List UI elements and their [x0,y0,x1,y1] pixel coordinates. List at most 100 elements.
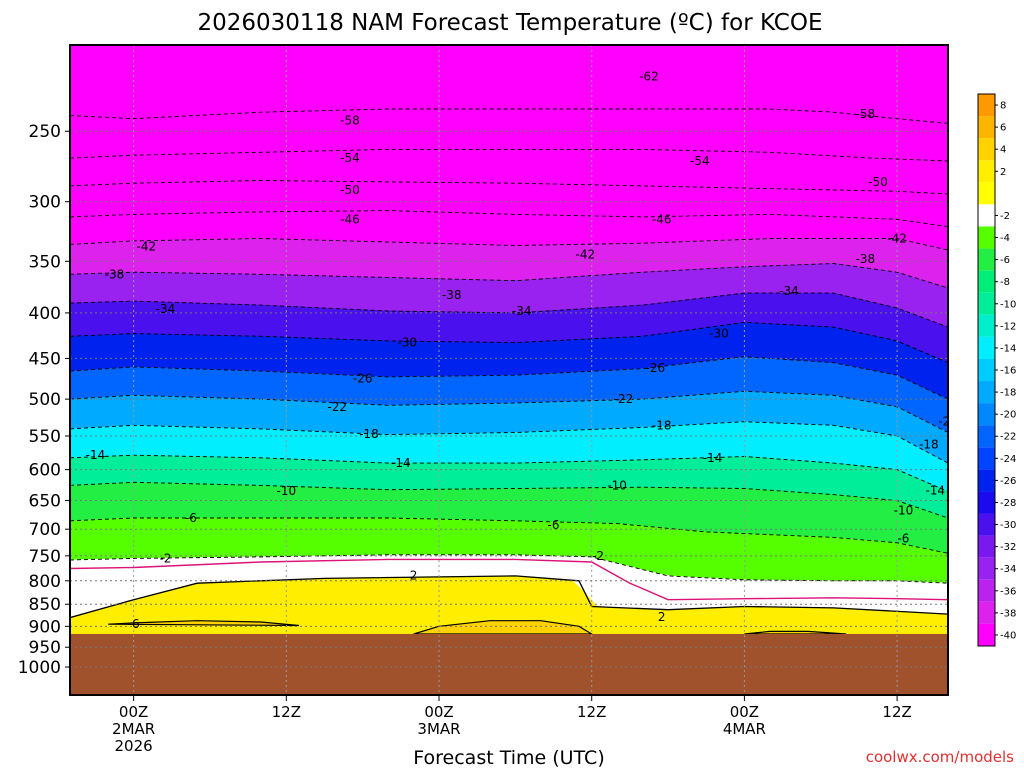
legend-label: -4 [1000,233,1010,244]
contour-label: -10 [277,484,297,498]
contour-label: -6 [128,617,140,631]
contour-label: -46 [652,212,672,226]
legend-label: -12 [1000,321,1016,332]
y-tick-label: 250 [29,122,61,142]
credit-text: coolwx.com/models [866,748,1014,766]
y-tick-label: 400 [29,304,61,324]
contour-label: -54 [690,154,710,168]
x-tick-label: 4MAR [723,720,766,738]
legend-swatch [978,116,995,139]
x-tick-label: 00Z [730,703,759,721]
contour-label: -6 [897,531,909,545]
isotherm-line [70,108,948,124]
legend-swatch [978,160,995,183]
contour-label-bg [949,372,972,385]
contour-label: -34 [512,304,532,318]
plot-frame [69,44,949,696]
legend-swatch [978,270,995,293]
legend-swatch [978,292,995,315]
y-axis: 2503003504004505005506006507007508008509… [18,122,70,678]
legend-label: -32 [1000,542,1016,553]
legend-swatch [978,535,995,558]
contour-label: -30 [709,327,729,341]
contour-label: -26 [353,372,373,386]
legend-swatch [978,491,995,514]
legend-label: -14 [1000,343,1016,354]
legend-swatch [978,557,995,580]
warm-pocket-contour [108,620,300,627]
contour-label: -26 [646,361,666,375]
contour-label: -14 [925,483,945,497]
legend-swatch [978,314,995,337]
y-tick-label: 750 [29,547,61,567]
legend-label: 2 [1000,167,1006,178]
isotherm-line [70,454,948,492]
contour-label: -22 [938,415,958,429]
y-tick-label: 900 [29,617,61,637]
contour-label: -46 [340,212,360,226]
isotherm-line [70,180,948,195]
legend-swatch [978,226,995,249]
y-tick-label: 800 [29,572,61,592]
contour-label: -54 [340,151,360,165]
x-tick-label: 12Z [272,703,301,721]
contour-label: -18 [919,437,939,451]
contour-label: -50 [340,183,360,197]
legend-swatch [978,204,995,227]
contour-label: -42 [137,240,157,254]
contour-label: -10 [894,504,914,518]
color-legend: 8 6 4 2 -2 -4 -6 -8 -10 -12 -14 -16 -18 -20 -22 -24 -26 -… [977,93,1016,647]
legend-label: 8 [1000,101,1006,112]
isotherm-line [70,210,948,228]
legend-label: 6 [1000,123,1006,134]
legend-label: -26 [1000,476,1016,487]
isotherm-line [70,517,948,554]
freezing-line [70,558,948,601]
legend-label: -20 [1000,410,1016,421]
x-tick-label: 3MAR [417,720,460,738]
legend-swatch [978,623,995,646]
isotherm-2-line [70,575,948,619]
legend-swatch [978,336,995,359]
legend-swatch [978,403,995,426]
isotherm-line [70,321,948,364]
isotherm-line [70,292,948,328]
contour-label-bg [956,210,979,223]
x-axis-label: Forecast Time (UTC) [413,747,604,768]
x-tick-label: 00Z [119,703,148,721]
contour-label: -34 [779,284,799,298]
contour-label: -18 [359,427,379,441]
legend-swatch [978,248,995,271]
isotherm-line [70,390,948,433]
y-tick-label: 600 [29,461,61,481]
legend-label: 4 [1000,145,1006,156]
ground-fill [70,633,948,695]
y-tick-label: 1000 [18,658,61,678]
contour-label: -10 [607,478,627,492]
legend-swatch [978,182,995,205]
legend-swatch [978,513,995,536]
y-tick-label: 850 [29,595,61,615]
isotherm-line [70,356,948,400]
legend-label: -38 [1000,608,1016,619]
isotherm-line [70,481,948,519]
y-tick-label: 550 [29,427,61,447]
contour-label: -26 [951,372,971,386]
contour-label: -18 [652,418,672,432]
legend-swatch [978,358,995,382]
contour-label: -14 [86,448,106,462]
legend-label: -40 [1000,630,1016,641]
isotherm-line [70,421,948,464]
contour-label: -2 [592,549,604,563]
contour-label: -42 [887,232,907,246]
legend-label: -2 [1000,211,1010,222]
legend-label: -10 [1000,299,1016,310]
legend-label: -24 [1000,454,1016,465]
x-tick-label: 00Z [424,703,453,721]
contour-label: -38 [855,252,875,266]
legend-label: -22 [1000,432,1016,443]
contour-label: -6 [548,518,560,532]
contour-label: -34 [156,302,176,316]
contour-label: -38 [442,288,462,302]
contour-label: -30 [397,336,417,350]
